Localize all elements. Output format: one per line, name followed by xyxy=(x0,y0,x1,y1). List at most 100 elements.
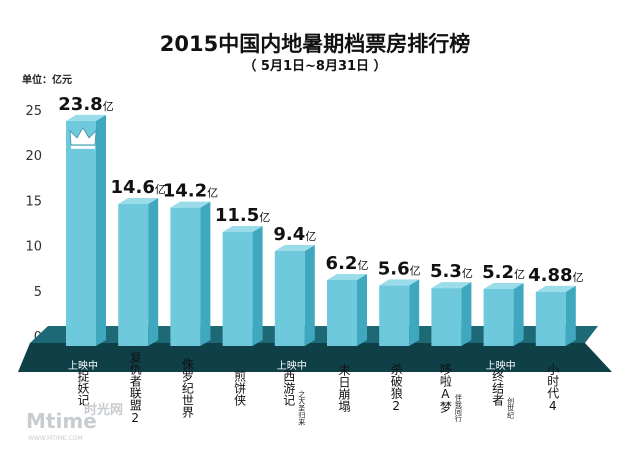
y-tick-label: 25 xyxy=(25,104,42,119)
category-label: 小时代4 xyxy=(546,363,560,413)
category-label: 捉妖记 xyxy=(76,369,90,406)
bar xyxy=(483,288,514,346)
bar-side xyxy=(252,226,263,346)
status-tag: 上映中 xyxy=(486,359,516,372)
bar-value-number: 23.8 xyxy=(58,94,102,115)
bar xyxy=(327,279,357,346)
crown-band-icon xyxy=(71,145,95,149)
category-subtitle: 之大圣归来 xyxy=(298,390,306,427)
bar-value-unit: 亿 xyxy=(462,267,473,280)
bar-value-label: 14.6亿 xyxy=(110,177,165,198)
category-name: 哆啦A梦 xyxy=(438,363,452,414)
category-label: 侏罗纪世界 xyxy=(180,358,194,419)
bar-group: 5.6亿 xyxy=(378,258,421,346)
bar-value-label: 4.88亿 xyxy=(528,265,583,286)
category-label: 复仇者联盟2 xyxy=(128,351,142,425)
y-tick-label: 20 xyxy=(25,149,42,164)
status-tag: 上映中 xyxy=(68,359,98,372)
y-tick-label: 5 xyxy=(34,285,42,300)
bar-value-label: 14.2亿 xyxy=(163,181,218,202)
bar-top xyxy=(379,279,420,286)
y-axis: 0510152025 xyxy=(25,104,42,345)
bar xyxy=(274,251,305,346)
bar-side xyxy=(304,245,315,346)
bar-value-number: 5.2 xyxy=(482,262,514,283)
category-name: 捉妖记 xyxy=(76,369,90,406)
category-name: 煎饼侠 xyxy=(233,369,247,406)
bar-side xyxy=(96,114,106,347)
category-label: 煎饼侠 xyxy=(233,369,247,406)
platform xyxy=(18,343,612,372)
bar-value-number: 9.4 xyxy=(273,224,305,245)
bar-value-number: 14.2 xyxy=(163,181,207,202)
bar-group: 11.5亿 xyxy=(215,205,270,346)
bar-top xyxy=(535,285,576,292)
y-axis-unit: 单位：亿元 xyxy=(22,73,72,86)
bar xyxy=(535,291,566,346)
bar-top xyxy=(483,282,524,289)
bar-side xyxy=(200,201,211,346)
bar-value-unit: 亿 xyxy=(410,264,421,277)
bar-value-label: 23.8亿 xyxy=(58,94,113,115)
category-subtitle: 创世纪 xyxy=(507,397,515,419)
bar xyxy=(118,204,149,346)
bar-group: 14.6亿 xyxy=(110,177,166,346)
bar-side xyxy=(409,279,420,346)
bar-top xyxy=(118,198,159,205)
bar-group: 9.4亿 xyxy=(273,224,316,346)
bar-value-label: 5.6亿 xyxy=(378,258,421,279)
bar-value-label: 5.3亿 xyxy=(430,261,473,282)
bar-value-unit: 亿 xyxy=(357,259,368,272)
bar-group: 23.8亿 xyxy=(58,94,114,347)
bar-group: 6.2亿 xyxy=(326,253,369,346)
bar-value-unit: 亿 xyxy=(103,100,114,113)
category-name: 西游记 xyxy=(282,370,296,406)
bar xyxy=(66,120,96,347)
category-label: 末日崩塌 xyxy=(337,364,351,412)
bar xyxy=(222,232,253,346)
category-name: 小时代4 xyxy=(546,363,560,413)
bar-value-label: 9.4亿 xyxy=(273,224,316,245)
bar-side xyxy=(357,273,367,346)
bar xyxy=(431,288,462,346)
category-name: 杀破狼2 xyxy=(389,362,403,413)
category-name: 终结者 xyxy=(491,369,505,407)
bar-value-number: 6.2 xyxy=(326,253,358,274)
chart-title: 2015中国内地暑期档票房排行榜 xyxy=(160,32,470,56)
bar-side xyxy=(565,285,576,346)
bar-group: 5.3亿 xyxy=(430,261,473,346)
bar xyxy=(379,285,410,346)
watermark-cn: 时光网 xyxy=(84,402,123,418)
y-tick-label: 10 xyxy=(25,240,42,255)
bar-value-number: 5.3 xyxy=(430,261,462,282)
status-tag: 上映中 xyxy=(277,359,307,372)
watermark-logo: Mtime xyxy=(26,409,97,433)
bar-side xyxy=(148,198,159,346)
bar-top xyxy=(170,201,211,208)
category-subtitle: 伴我同行 xyxy=(454,393,462,423)
bar-group: 4.88亿 xyxy=(528,265,584,346)
bar-top xyxy=(274,245,315,252)
bar-value-unit: 亿 xyxy=(259,211,270,224)
bar xyxy=(170,207,201,346)
chart-subtitle: （ 5月1日~8月31日 ） xyxy=(243,58,386,74)
bar-side xyxy=(461,282,472,346)
bar-value-unit: 亿 xyxy=(514,268,525,281)
bar-value-number: 4.88 xyxy=(528,265,572,286)
bar-value-label: 6.2亿 xyxy=(326,253,369,274)
bar-value-number: 5.6 xyxy=(378,258,410,279)
category-name: 侏罗纪世界 xyxy=(180,358,194,419)
category-label: 杀破狼2 xyxy=(389,362,403,413)
bar-value-unit: 亿 xyxy=(573,271,584,284)
category-label: 哆啦A梦 伴我同行 xyxy=(438,363,462,424)
bar-value-unit: 亿 xyxy=(207,187,218,200)
bar-value-label: 5.2亿 xyxy=(482,262,525,283)
y-tick-label: 15 xyxy=(25,194,42,209)
bar-top xyxy=(431,282,472,289)
bar-value-unit: 亿 xyxy=(155,183,166,196)
